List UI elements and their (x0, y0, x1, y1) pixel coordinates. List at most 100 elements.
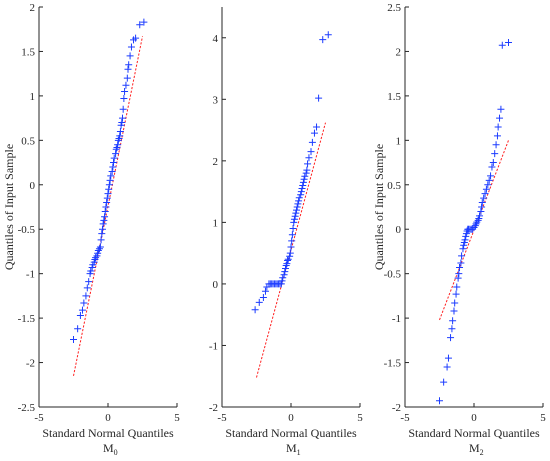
panel-m2-sample-point (443, 363, 451, 371)
panel-m0-sample-point (103, 194, 111, 202)
panel-m2-sample-point (493, 132, 501, 140)
panel-m0-sample-point (99, 220, 107, 228)
panel-m0-x-tick-label: 5 (174, 412, 180, 424)
panel-m0-sample-point (101, 207, 109, 215)
panel-m0-sample-point (70, 335, 77, 343)
panel-m1-sample-point (319, 36, 327, 44)
panel-m1-x-tick-label: 0 (288, 412, 294, 424)
panel-m2-sample-point (453, 283, 461, 291)
panel-m1-title-subscript: 1 (297, 448, 301, 457)
panel-m1-y-tick-label: 4 (213, 33, 219, 45)
panel-m1-sample-point (297, 188, 305, 196)
panel-m1-sample-point (300, 175, 308, 183)
panel-m0-sample-point (101, 213, 109, 221)
panel-m2-marks: -2 -1.5 -1 -0.5 0 0.5 1 1.5 2 2.5 -5 0 5 (384, 2, 547, 424)
panel-m1-title: M1 (286, 441, 301, 457)
panel-m2-sample-point (505, 39, 512, 47)
panel-m2-sample-point (452, 290, 460, 298)
panel-m2-sample-point (481, 190, 489, 198)
panel-m1-sample-point (315, 94, 323, 102)
panel-m1-x-tick-label: 5 (357, 412, 363, 424)
panel-m2-sample-point (458, 252, 466, 260)
panel-m2-y-tick-label: 1 (396, 135, 402, 147)
panel-m1-sample-point (294, 200, 302, 208)
panel-m2-sample-point (457, 259, 465, 267)
panel-m2-y-tick-label: 2 (396, 46, 402, 58)
panel-m1-sample-point (313, 123, 321, 131)
panel-m2-y-tick-label: -2 (392, 402, 401, 414)
panel-m2-sample-point (450, 307, 458, 315)
panel-m1-sample-point (297, 191, 305, 199)
panel-m2-sample-point (496, 114, 504, 122)
panel-m2-x-axis-label: Standard Normal Quantiles (408, 426, 540, 440)
panel-m2-y-tick-label: -0.5 (384, 269, 402, 281)
panel-m2-y-tick-label: 1.5 (387, 91, 401, 103)
panel-m1-sample-point (293, 206, 301, 214)
panel-m0-sample-point (87, 267, 95, 275)
panel-m1-sample-point (284, 257, 292, 265)
panel-m2-sample-point (451, 299, 459, 307)
panel-m1-y-tick-label: -2 (209, 402, 218, 414)
panel-m2-sample-point (492, 141, 500, 149)
panel-m1-sample-point (255, 298, 263, 306)
panel-m0-sample-point (112, 145, 120, 153)
panel-m2-sample-point (474, 216, 482, 224)
panel-m0-title-letter: M (103, 441, 114, 455)
panel-m0-sample-point (114, 136, 122, 144)
panel-m0-y-tick-label: 2 (30, 2, 36, 14)
panel-m0-y-tick-label: 1.5 (21, 46, 35, 58)
panel-m0-title: M0 (103, 441, 118, 457)
panel-m2-sample-point (471, 222, 479, 230)
panel-m0-y-axis-label: Quantiles of Input Sample (2, 144, 16, 270)
panel-m0-sample-point (120, 95, 128, 103)
panel-m0-y-tick-label: -0.5 (18, 224, 36, 236)
panel-m2-sample-point (478, 199, 486, 207)
panel-m0-sample-point (121, 87, 129, 95)
panel-m2-y-tick-label: -1.5 (384, 358, 402, 370)
panel-m1-sample-point (310, 129, 318, 137)
panel-m1-y-tick-label: 0 (213, 279, 219, 291)
panel-m0-reference-line (73, 36, 143, 376)
panel-m1-sample-point (293, 203, 301, 211)
panel-m2-sample-point (498, 41, 506, 49)
panel-m2-sample-point (459, 245, 467, 253)
panel-m0-y-tick-label: 0.5 (21, 135, 35, 147)
panel-m0-sample-point (108, 167, 116, 175)
panel-m2-title-subscript: 2 (480, 448, 484, 457)
panel-m1-y-tick-label: -1 (209, 340, 218, 352)
panel-m0-sample-point (80, 299, 88, 307)
panel-m1-sample-point (282, 261, 290, 269)
panel-m1-sample-point (280, 271, 288, 279)
panel-m1-y-tick-label: 2 (213, 156, 219, 168)
panel-m0-sample-point (114, 141, 122, 149)
panel-m0-sample-point (124, 65, 132, 73)
panel-m1-y-tick-label: 3 (213, 94, 219, 106)
panel-m0-sample-point (94, 247, 102, 255)
panel-m0-sample-point (85, 278, 93, 286)
panel-m2-x-tick-label: 0 (471, 412, 477, 424)
panel-m2-sample-point (454, 274, 462, 282)
panel-m1-sample-point (308, 138, 316, 146)
panel-m1-sample-point (281, 268, 289, 276)
panel-m2-y-axis-label: Quantiles of Input Sample (372, 144, 386, 270)
panel-m0-y-tick-label: -1.5 (18, 313, 36, 325)
panel-m1-sample-point (307, 148, 315, 156)
panel-m0-sample-point (91, 255, 99, 263)
panel-m0-sample-point (76, 311, 84, 319)
panel-m0-sample-point (126, 52, 134, 60)
panel-m0-sample-point (78, 306, 86, 314)
panel-m0-y-tick-label: 0 (30, 180, 36, 192)
panel-m2-sample-point (472, 220, 480, 228)
panel-m2-sample-point (491, 150, 499, 158)
panel-m0-sample-point (140, 18, 148, 26)
panel-m1-sample-point (286, 252, 294, 260)
panel-m1-x-axis-label: Standard Normal Quantiles (225, 426, 357, 440)
panel-m0-sample-point (83, 284, 91, 292)
panel-m0-sample-point (97, 236, 105, 244)
panel-m0-sample-point (127, 43, 135, 51)
panel-m0-sample-point (104, 190, 112, 198)
panel-m2-sample-point (494, 123, 502, 131)
panel-m1-title-letter: M (286, 441, 297, 455)
